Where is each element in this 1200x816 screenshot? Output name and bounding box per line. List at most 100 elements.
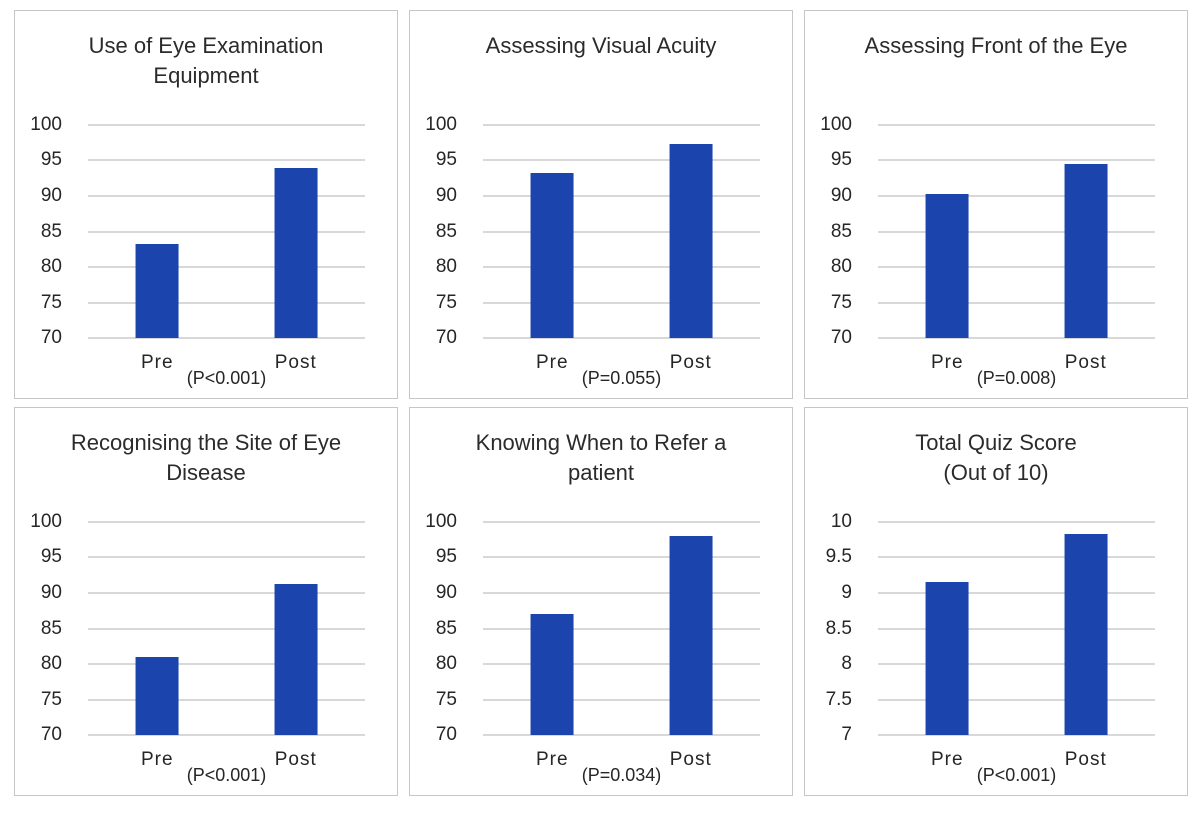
y-tick-label: 75 [830, 291, 852, 313]
gridline [878, 265, 1155, 268]
gridline [878, 521, 1155, 523]
chart-area: 100 95 90 85 80 75 70 [15, 114, 397, 348]
gridline [88, 591, 365, 594]
y-tick-label: 8.5 [825, 617, 852, 639]
chart-title-line: Use of Eye Examination [88, 33, 324, 58]
gridline [483, 124, 760, 126]
gridline [88, 627, 365, 630]
bar-post [669, 144, 713, 338]
gridline [878, 230, 1155, 233]
bar-pre [925, 582, 969, 735]
y-axis: 100 95 90 85 80 75 70 [15, 114, 88, 348]
x-axis: Pre Post (P=0.008) [805, 338, 1187, 390]
x-label-pre: Pre [535, 352, 569, 373]
chart-area: 100 95 90 85 80 75 70 [15, 511, 397, 745]
x-label-post: Post [274, 749, 317, 770]
y-tick-label: 70 [435, 724, 457, 745]
y-tick-label: 75 [435, 688, 457, 710]
y-tick-label: 95 [40, 149, 62, 171]
gridline [878, 591, 1155, 594]
plot-area [88, 521, 365, 736]
gridline [878, 301, 1155, 304]
bar-pre [925, 193, 969, 338]
p-value-label: (P<0.001) [976, 765, 1057, 785]
y-tick-label: 100 [30, 114, 62, 135]
gridline [88, 159, 365, 162]
chart-panel-recognising-the-site-of-eye-disease: Recognising the Site of Eye Disease 100 95 9… [14, 407, 398, 796]
gridline [878, 734, 1155, 736]
gridline [878, 337, 1155, 339]
bar-post [274, 584, 318, 735]
x-labels: Pre Post (P=0.055) [483, 338, 760, 390]
gridline [878, 662, 1155, 665]
gridline [878, 124, 1155, 126]
y-tick-label: 90 [830, 184, 852, 206]
x-labels: Pre Post (P<0.001) [88, 735, 365, 787]
gridline [483, 556, 760, 559]
chart-area: 100 95 90 85 80 75 70 [410, 114, 792, 348]
y-tick-label: 70 [40, 327, 62, 348]
y-tick-label: 8 [841, 652, 852, 674]
chart-title-line: Recognising the Site of Eye [70, 430, 342, 455]
plot-area [878, 124, 1155, 339]
p-value-label: (P<0.001) [186, 765, 267, 785]
y-axis: 100 95 90 85 80 75 70 [15, 511, 88, 745]
y-tick-label: 85 [830, 220, 852, 242]
chart-title-line: Assessing Front of the Eye [864, 33, 1128, 58]
y-tick-label: 100 [425, 511, 457, 532]
gridline [483, 734, 760, 736]
bar-post [1064, 164, 1108, 338]
gridline [878, 194, 1155, 197]
plot-area [483, 124, 760, 339]
chart-title-line: Knowing When to Refer a [475, 430, 727, 455]
gridline [88, 662, 365, 665]
gridline [483, 662, 760, 665]
x-labels: Pre Post (P<0.001) [88, 338, 365, 390]
chart-title-line: Disease [166, 460, 246, 485]
chart-area: 10 9.5 9 8.5 8 7.5 7 [805, 511, 1187, 745]
y-tick-label: 100 [425, 114, 457, 135]
gridline [88, 194, 365, 197]
chart-title-line: Assessing Visual Acuity [485, 33, 717, 58]
y-tick-label: 95 [435, 149, 457, 171]
gridline [483, 194, 760, 197]
x-label-pre: Pre [140, 352, 174, 373]
y-tick-label: 100 [30, 511, 62, 532]
gridline [88, 265, 365, 268]
y-tick-label: 70 [40, 724, 62, 745]
bar-pre [135, 656, 179, 735]
bar-pre [135, 244, 179, 338]
y-tick-label: 80 [40, 652, 62, 674]
y-tick-label: 95 [830, 149, 852, 171]
y-tick-label: 90 [40, 184, 62, 206]
chart-title-line: Equipment [153, 63, 259, 88]
p-value-label: (P=0.055) [581, 368, 662, 388]
y-tick-label: 70 [830, 327, 852, 348]
y-tick-label: 80 [435, 652, 457, 674]
gridline [483, 627, 760, 630]
p-value-label: (P=0.034) [581, 765, 662, 785]
plot-area [878, 521, 1155, 736]
chart-panel-knowing-when-to-refer-a-patient: Knowing When to Refer a patient 100 95 90 85 8… [409, 407, 793, 796]
y-tick-label: 90 [435, 184, 457, 206]
y-tick-label: 90 [40, 581, 62, 603]
chart-panel-assessing-visual-acuity: Assessing Visual Acuity 100 95 90 85 80 75 70 Pr… [409, 10, 793, 399]
y-tick-label: 85 [40, 617, 62, 639]
x-axis: Pre Post (P=0.034) [410, 735, 792, 787]
y-tick-label: 95 [40, 546, 62, 568]
chart-title: Recognising the Site of Eye Disease [15, 428, 397, 490]
plot-area [88, 124, 365, 339]
gridline [878, 556, 1155, 559]
x-label-post: Post [1064, 749, 1107, 770]
bar-pre [530, 173, 574, 338]
chart-title-line: (Out of 10) [943, 460, 1049, 485]
gridline [483, 265, 760, 268]
y-axis: 10 9.5 9 8.5 8 7.5 7 [805, 511, 878, 745]
chart-title: Knowing When to Refer a patient [410, 428, 792, 490]
y-tick-label: 90 [435, 581, 457, 603]
x-label-post: Post [669, 749, 712, 770]
x-label-post: Post [1064, 352, 1107, 373]
chart-title-line: patient [567, 460, 635, 485]
y-tick-label: 7.5 [825, 688, 852, 710]
